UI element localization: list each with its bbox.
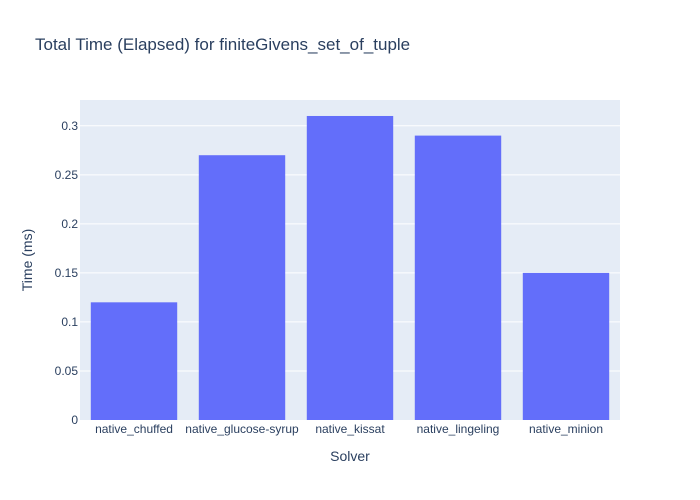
x-tick-label: native_lingeling bbox=[417, 422, 500, 436]
bar-native_lingeling bbox=[414, 135, 502, 421]
x-tick-label: native_chuffed bbox=[95, 422, 173, 436]
bar-native_glucose-syrup bbox=[198, 155, 286, 420]
bar-native_minion bbox=[522, 272, 610, 420]
bars bbox=[90, 115, 610, 421]
x-tick-label: native_kissat bbox=[315, 422, 385, 436]
x-axis-title: Solver bbox=[330, 448, 370, 464]
y-tick-label: 0.1 bbox=[61, 315, 78, 329]
y-tick-label: 0.2 bbox=[61, 217, 78, 231]
y-tick-label: 0.25 bbox=[55, 168, 79, 182]
y-axis-ticks: 0 0.05 0.1 0.15 0.2 0.25 0.3 bbox=[55, 119, 79, 427]
bar-native_kissat bbox=[306, 115, 394, 420]
x-tick-label: native_glucose-syrup bbox=[185, 422, 299, 436]
y-tick-label: 0.15 bbox=[55, 266, 79, 280]
y-tick-label: 0.3 bbox=[61, 119, 78, 133]
y-tick-label: 0 bbox=[71, 413, 78, 427]
bar-native_chuffed bbox=[90, 302, 178, 420]
x-tick-label: native_minion bbox=[529, 422, 603, 436]
x-axis-ticks: native_chuffed native_glucose-syrup native… bbox=[95, 422, 603, 436]
y-tick-label: 0.05 bbox=[55, 364, 79, 378]
chart-title: Total Time (Elapsed) for finiteGivens_se… bbox=[35, 35, 410, 54]
y-axis-title: Time (ms) bbox=[19, 229, 35, 291]
